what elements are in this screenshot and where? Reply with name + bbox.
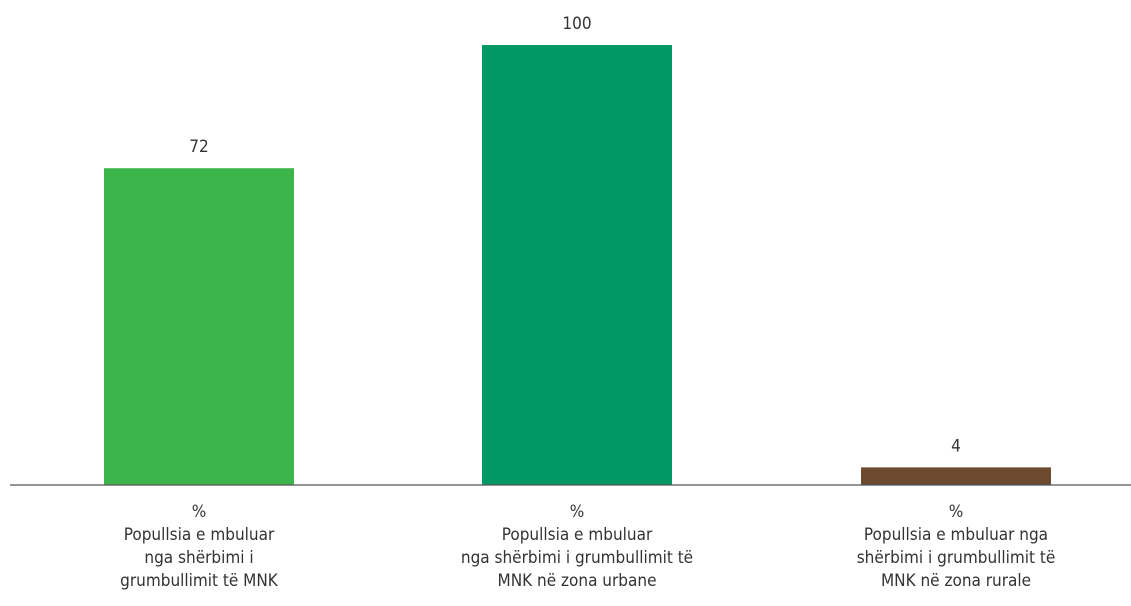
category-label-2-line-2: Popullsia e mbuluar	[502, 525, 653, 545]
value-label-1: 72	[189, 137, 208, 157]
category-labels-group: % Popullsia e mbuluar nga shërbimi i grumbu…	[120, 502, 1055, 591]
bar-3	[861, 467, 1051, 485]
category-label-3-line-2: Popullsia e mbuluar nga	[864, 525, 1048, 545]
bar-1	[104, 168, 294, 485]
category-label-1-line-3: nga shërbimi i	[144, 548, 253, 568]
value-label-3: 4	[951, 436, 961, 456]
category-label-2-line-1: %	[570, 502, 585, 522]
category-label-3-line-4: MNK në zona rurale	[881, 571, 1031, 591]
category-label-3-line-1: %	[949, 502, 964, 522]
category-label-3-line-3: shërbimi i grumbullimit të	[857, 548, 1056, 568]
bars-group	[104, 45, 1051, 485]
category-label-2-line-4: MNK në zona urbane	[498, 571, 657, 591]
category-label-1-line-2: Popullsia e mbuluar	[124, 525, 275, 545]
value-labels-group: 72 100 4	[189, 14, 961, 456]
category-label-2-line-3: nga shërbimi i grumbullimit të	[461, 548, 693, 568]
category-label-1-line-1: %	[192, 502, 207, 522]
value-label-2: 100	[562, 14, 591, 34]
category-label-1-line-4: grumbullimit të MNK	[120, 571, 279, 591]
bar-2	[482, 45, 672, 485]
